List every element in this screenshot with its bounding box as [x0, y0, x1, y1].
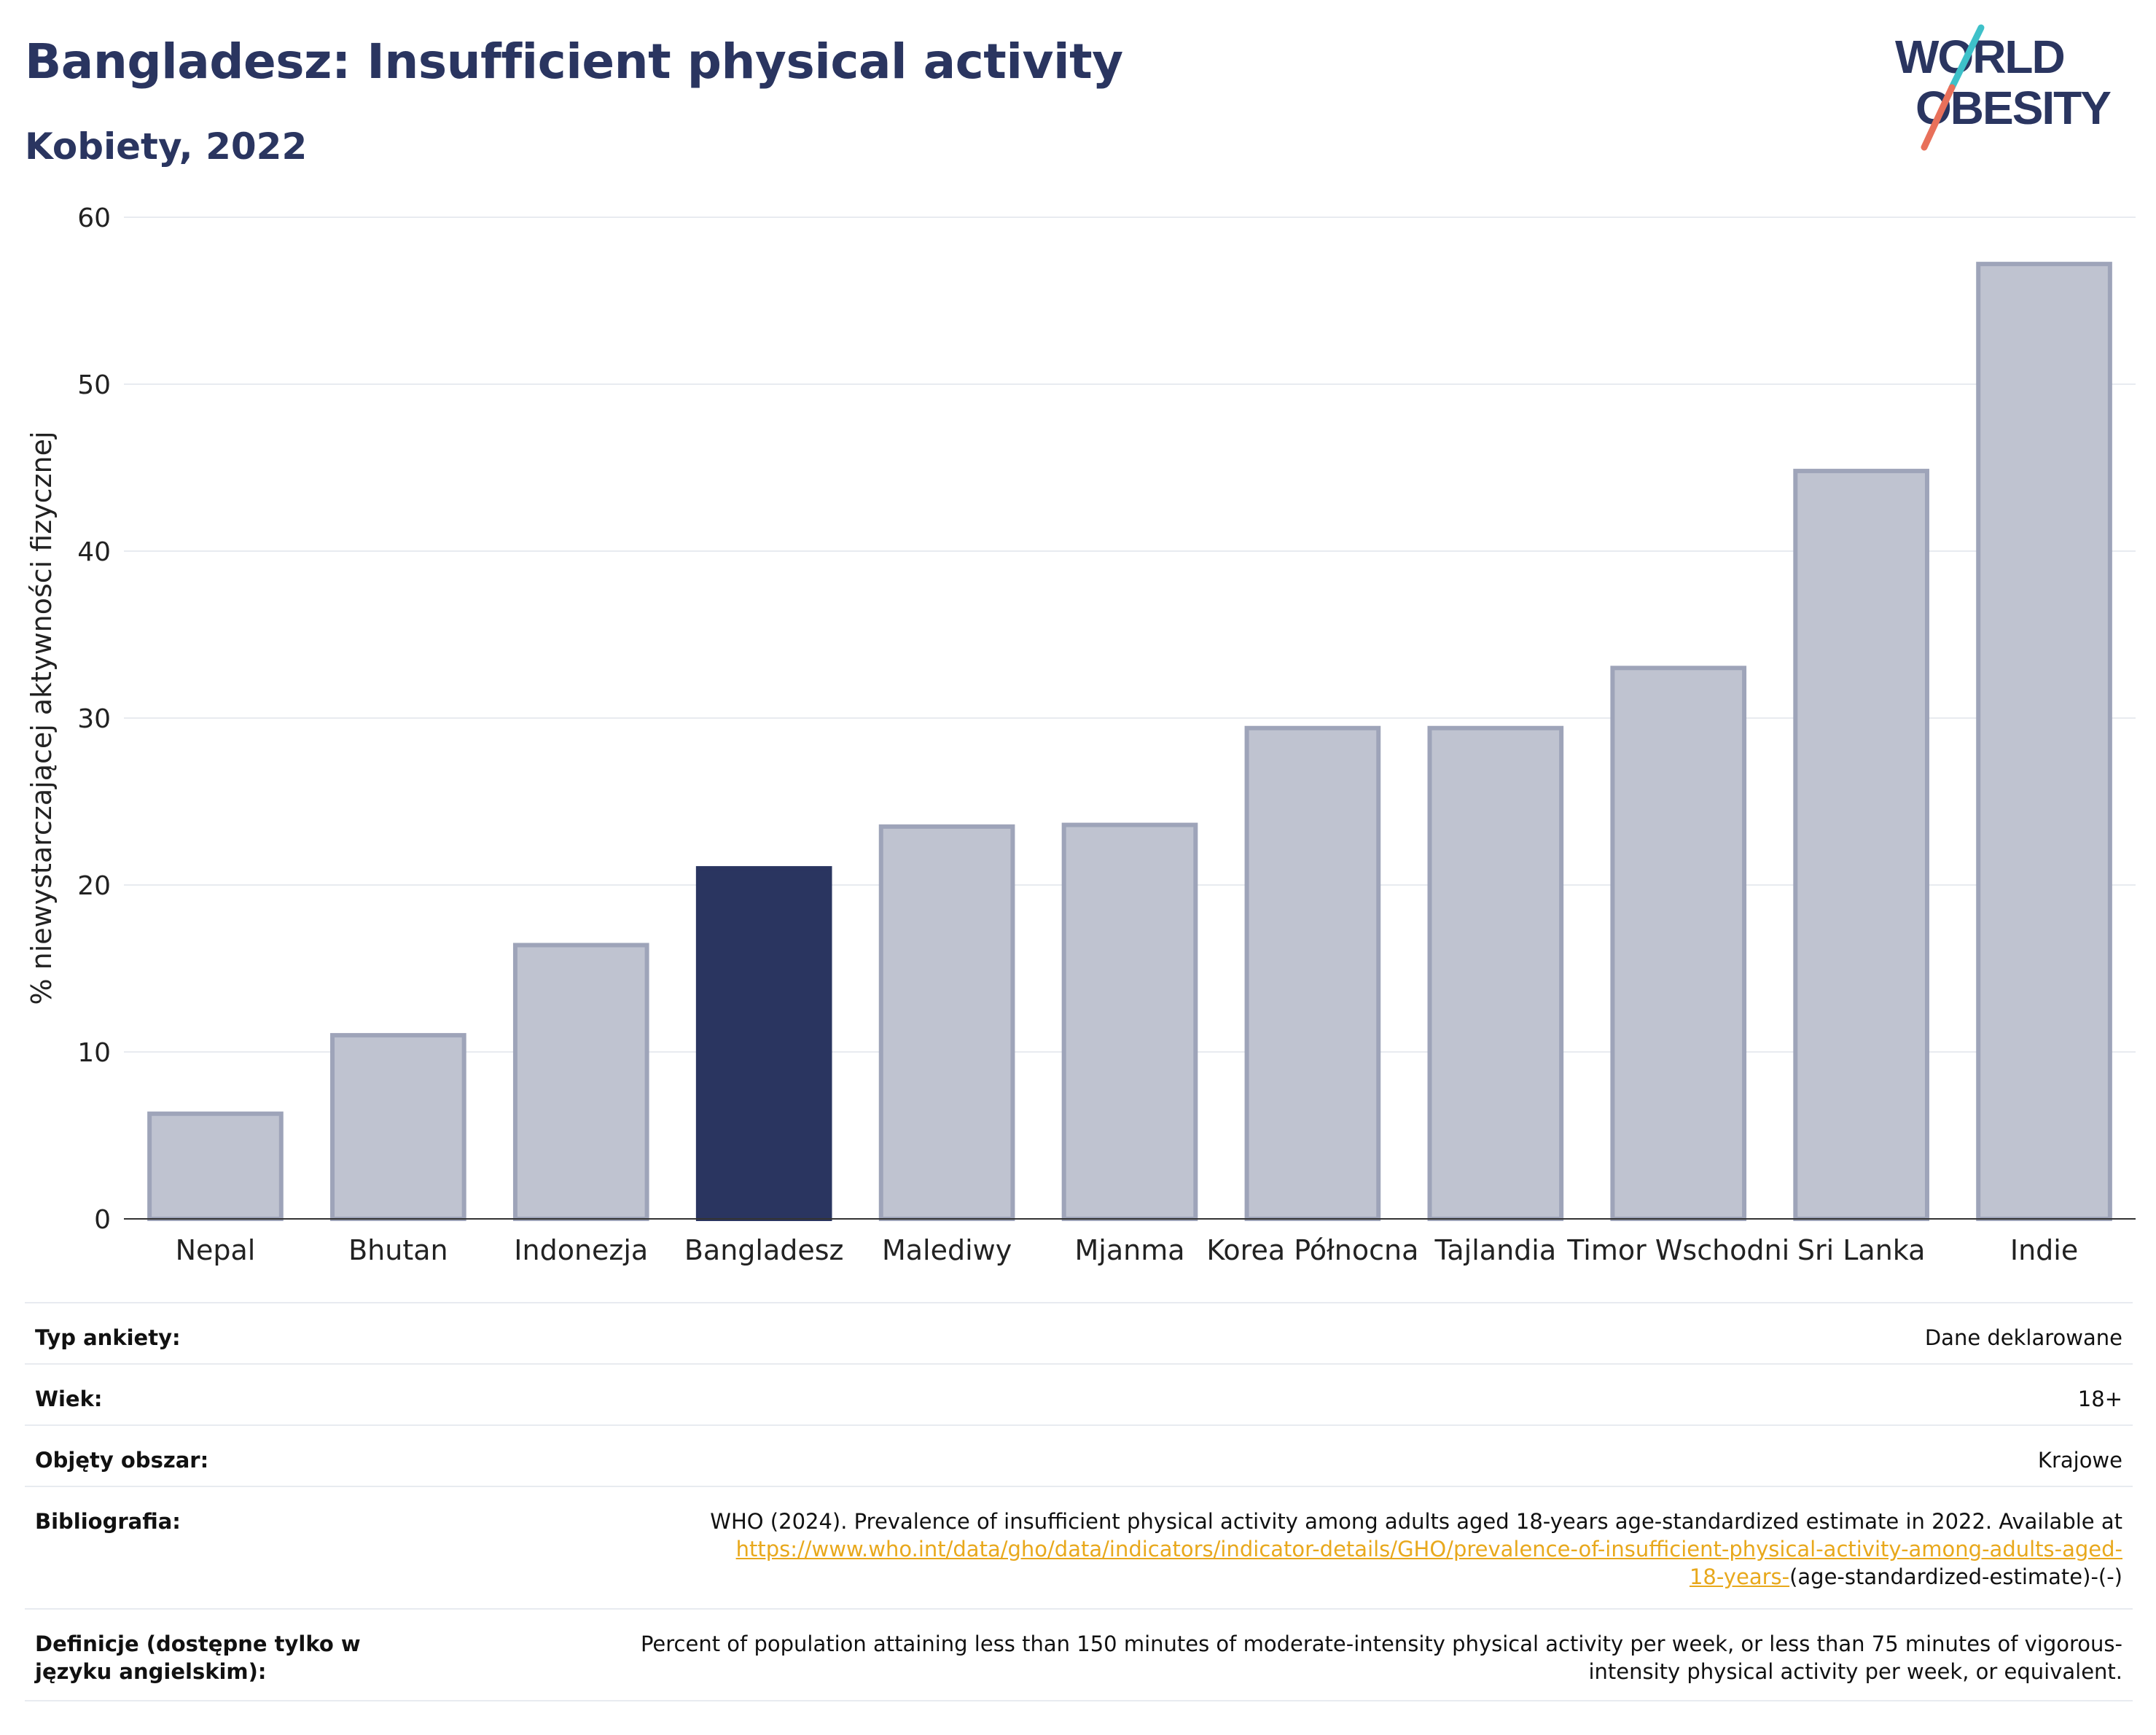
bibliography-link-line1: https://www.who.int/data/gho/data/indica…: [735, 1537, 2122, 1562]
y-tick-label: 60: [77, 203, 111, 233]
chart-subtitle: Kobiety, 2022: [25, 125, 308, 168]
y-axis-title: % niewystarczającej aktywności fizycznej: [26, 431, 58, 1005]
meta-value-age: 18+: [2077, 1387, 2122, 1411]
bar-malediwy: [878, 824, 1015, 1221]
world-obesity-logo: WORLD OBESITY: [1895, 24, 2112, 151]
meta-row-bibliography: Bibliografia: WHO (2024). Prevalence of …: [25, 1486, 2133, 1608]
x-tick-label: Tajlandia: [1434, 1234, 1556, 1266]
meta-label-bibliography: Bibliografia:: [35, 1509, 181, 1534]
meta-label-definitions: Definicje (dostępne tylko w języku angie…: [35, 1631, 361, 1684]
y-tick-label: 40: [77, 537, 111, 567]
y-tick-label: 20: [77, 871, 111, 901]
x-tick-label: Nepal: [176, 1234, 256, 1266]
y-tick-label: 0: [94, 1205, 111, 1235]
bar-indonezja: [512, 943, 649, 1221]
chart-title: Bangladesz: Insufficient physical activi…: [25, 34, 1123, 90]
meta-label-survey-type: Typ ankiety:: [35, 1325, 181, 1350]
x-tick-label: Mjanma: [1074, 1234, 1184, 1266]
bar-indie: [1976, 262, 2112, 1221]
meta-value-coverage: Krajowe: [2037, 1448, 2122, 1473]
bar-tajlandia: [1427, 725, 1564, 1221]
bar-sri-lanka: [1793, 469, 1929, 1222]
metadata-table: Typ ankiety: Dane deklarowane Wiek: 18+ …: [25, 1302, 2133, 1701]
bar-timor-wschodni: [1610, 666, 1747, 1221]
logo-text-world: WORLD: [1895, 31, 2064, 83]
y-tick-label: 50: [77, 370, 111, 400]
meta-row-survey-type: Typ ankiety: Dane deklarowane: [25, 1302, 2133, 1363]
meta-label-coverage: Objęty obszar:: [35, 1448, 209, 1473]
meta-value-definitions: Percent of population attaining less tha…: [640, 1631, 2122, 1684]
x-tick-label: Timor Wschodni: [1566, 1234, 1789, 1266]
meta-row-coverage: Objęty obszar: Krajowe: [25, 1424, 2133, 1486]
logo-slash-coral: [1921, 84, 1956, 151]
bar-chart: 0 10 20 30 40 50 60 Nepal Bhutan Indonezja Banglad…: [26, 203, 2136, 1266]
bibliography-link[interactable]: https://www.who.int/data/gho/data/indica…: [736, 1537, 2122, 1589]
bar-bhutan: [330, 1033, 466, 1221]
bibliography-text: WHO (2024). Prevalence of insufficient p…: [710, 1509, 2122, 1534]
bar-bangladesz: [695, 866, 832, 1221]
bibliography-link-suffix: (age-standardized-estimate)-(-): [1789, 1564, 2122, 1589]
bar-mjanma: [1061, 822, 1198, 1222]
bar-nepal: [147, 1111, 284, 1221]
meta-row-definitions: Definicje (dostępne tylko w języku angie…: [25, 1608, 2133, 1701]
bar-korea-północna: [1244, 725, 1381, 1221]
x-tick-label: Sri Lanka: [1797, 1234, 1926, 1266]
x-tick-label: Bhutan: [348, 1234, 448, 1266]
y-tick-label: 30: [77, 704, 111, 734]
x-tick-label: Korea Północna: [1206, 1234, 1418, 1266]
meta-value-bibliography: WHO (2024). Prevalence of insufficient p…: [487, 1508, 2122, 1591]
meta-value-survey-type: Dane deklarowane: [1924, 1325, 2122, 1350]
x-tick-label: Indie: [2010, 1234, 2078, 1266]
bibliography-link-line2: 18-years-: [1689, 1564, 1790, 1589]
x-tick-label: Bangladesz: [684, 1234, 844, 1266]
y-tick-label: 10: [77, 1038, 111, 1068]
logo-slash-teal: [1948, 24, 1985, 91]
meta-label-age: Wiek:: [35, 1387, 103, 1411]
x-tick-label: Indonezja: [514, 1234, 648, 1266]
meta-row-age: Wiek: 18+: [25, 1363, 2133, 1424]
x-tick-label: Malediwy: [882, 1234, 1012, 1266]
